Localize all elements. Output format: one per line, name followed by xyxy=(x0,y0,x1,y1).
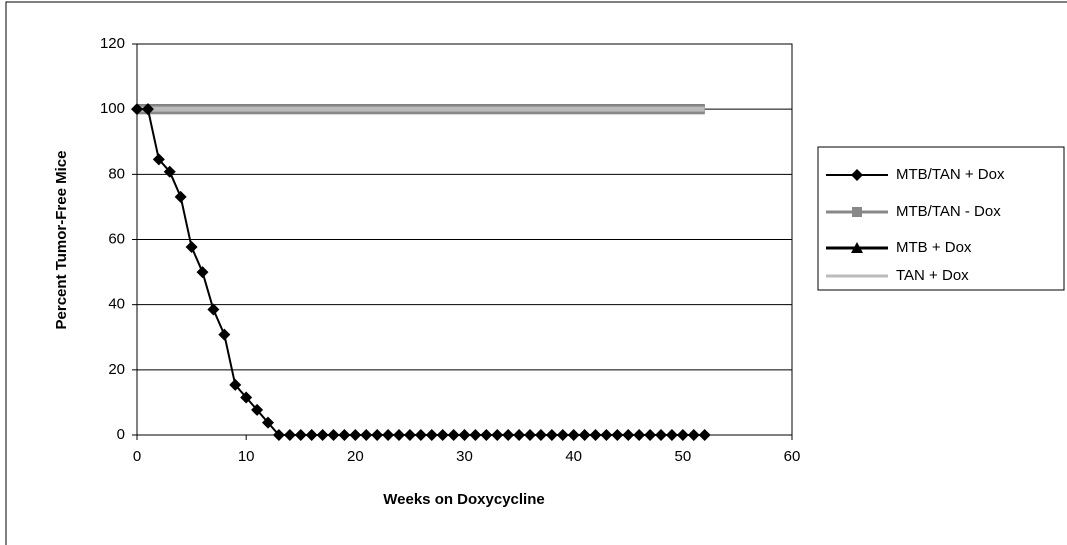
data-point xyxy=(316,429,329,441)
data-point xyxy=(655,429,667,441)
data-point xyxy=(491,429,504,441)
legend-box xyxy=(817,146,1065,291)
data-point xyxy=(578,429,591,441)
data-point xyxy=(524,429,536,441)
data-point xyxy=(251,403,264,416)
y-tick-label: 100 xyxy=(100,100,125,117)
data-point xyxy=(382,429,395,441)
data-point xyxy=(131,103,143,116)
data-point xyxy=(349,429,362,441)
data-point xyxy=(600,429,613,441)
y-tick-label: 80 xyxy=(108,165,125,182)
data-point xyxy=(698,429,711,441)
data-point xyxy=(687,429,700,441)
chart-frame xyxy=(5,1,1067,545)
legend-label: MTB + Dox xyxy=(896,239,972,256)
legend-marker xyxy=(851,242,863,253)
data-point xyxy=(185,240,198,253)
data-point xyxy=(229,378,242,391)
data-point xyxy=(665,429,678,441)
legend-marker xyxy=(851,169,863,181)
y-tick-label: 20 xyxy=(108,361,125,378)
data-point xyxy=(240,391,253,404)
x-tick-label: 30 xyxy=(456,448,473,465)
data-point xyxy=(294,429,307,441)
legend-label: MTB/TAN - Dox xyxy=(896,203,1001,220)
data-point xyxy=(436,429,449,441)
data-point xyxy=(196,266,209,279)
legend-marker xyxy=(852,207,862,217)
data-point xyxy=(338,429,351,441)
data-point xyxy=(174,190,187,203)
data-point xyxy=(567,429,580,441)
legend-label: MTB/TAN + Dox xyxy=(896,166,1005,183)
data-point xyxy=(480,429,493,441)
data-point xyxy=(633,429,646,441)
data-point xyxy=(556,429,569,441)
x-tick-label: 0 xyxy=(133,448,141,465)
data-point xyxy=(545,429,558,441)
x-tick-label: 20 xyxy=(347,448,364,465)
data-point xyxy=(152,153,165,166)
y-axis-label: Percent Tumor-Free Mice xyxy=(53,151,70,330)
data-point xyxy=(371,429,384,441)
data-point xyxy=(622,429,635,441)
x-tick-label: 50 xyxy=(674,448,691,465)
data-point xyxy=(502,429,515,441)
data-point xyxy=(360,429,373,441)
data-point xyxy=(644,429,657,441)
data-point xyxy=(163,165,176,178)
data-point xyxy=(327,429,340,441)
data-point xyxy=(393,429,405,441)
data-point xyxy=(283,429,296,441)
data-point xyxy=(207,303,220,316)
data-point xyxy=(403,429,416,441)
x-tick-label: 60 xyxy=(784,448,801,465)
data-point xyxy=(458,429,471,441)
legend-label: TAN + Dox xyxy=(896,267,969,284)
y-tick-label: 0 xyxy=(117,426,125,443)
data-point xyxy=(414,429,427,441)
data-point xyxy=(534,429,547,441)
data-point xyxy=(425,429,438,441)
data-point xyxy=(218,328,231,341)
data-point xyxy=(611,429,624,441)
data-point xyxy=(589,429,602,441)
data-point xyxy=(676,429,689,441)
data-point xyxy=(447,429,460,441)
data-point xyxy=(262,416,274,429)
data-point xyxy=(305,429,318,441)
y-tick-label: 120 xyxy=(100,35,125,52)
data-point xyxy=(513,429,526,441)
x-axis-label: Weeks on Doxycycline xyxy=(383,491,544,508)
y-tick-label: 60 xyxy=(108,230,125,247)
data-point xyxy=(141,103,154,116)
x-tick-label: 40 xyxy=(565,448,582,465)
x-tick-label: 10 xyxy=(238,448,255,465)
y-tick-label: 40 xyxy=(108,296,125,313)
data-point xyxy=(272,429,285,441)
data-point xyxy=(469,429,482,441)
series-line xyxy=(137,108,705,436)
